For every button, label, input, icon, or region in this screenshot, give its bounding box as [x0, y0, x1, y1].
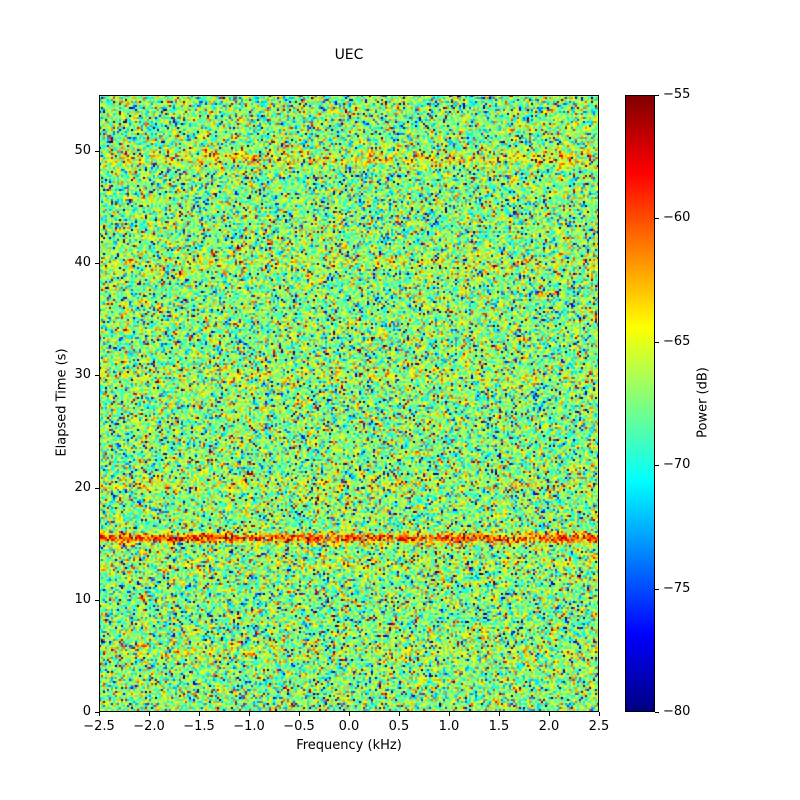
x-tick-mark — [249, 712, 250, 716]
colorbar-tick-mark — [655, 465, 659, 467]
colorbar-tick-label: −80 — [663, 704, 691, 719]
x-tick-mark — [149, 712, 150, 716]
colorbar-tick-label: −65 — [663, 333, 691, 349]
x-tick-label: 0.0 — [338, 719, 360, 734]
spectrogram-canvas — [99, 95, 599, 712]
y-tick-mark — [95, 599, 99, 601]
colorbar-label: Power (dB) — [695, 367, 711, 438]
colorbar-tick-label: −70 — [663, 457, 691, 473]
y-tick-mark — [95, 487, 99, 489]
x-tick-label: 2.0 — [538, 719, 560, 734]
y-axis-label: Elapsed Time (s) — [54, 348, 70, 457]
y-tick-label: 40 — [74, 255, 91, 271]
y-tick-mark — [95, 151, 99, 153]
colorbar-tick-label: −60 — [663, 210, 691, 226]
y-tick-label: 20 — [74, 479, 91, 495]
x-tick-mark — [199, 712, 200, 716]
x-tick-mark — [349, 712, 350, 716]
colorbar-tick-mark — [655, 712, 659, 713]
x-tick-label: 1.5 — [488, 719, 510, 734]
colorbar-tick-label: −55 — [663, 87, 691, 102]
x-tick-mark — [499, 712, 500, 716]
x-tick-label: −1.0 — [233, 719, 265, 734]
y-tick-mark — [95, 375, 99, 377]
colorbar-tick-mark — [655, 588, 659, 590]
x-tick-label: 0.5 — [388, 719, 410, 734]
x-tick-mark — [99, 712, 100, 716]
x-tick-label: 2.5 — [588, 719, 610, 734]
x-tick-label: 1.0 — [438, 719, 460, 734]
x-tick-label: −1.5 — [183, 719, 215, 734]
chart-title: UEC — [334, 47, 364, 63]
x-tick-mark — [399, 712, 400, 716]
y-tick-mark — [95, 712, 99, 713]
x-axis-label: Frequency (kHz) — [296, 738, 402, 753]
colorbar-tick-label: −75 — [663, 580, 691, 596]
x-tick-label: −2.5 — [83, 719, 115, 734]
y-tick-label: 0 — [82, 704, 91, 719]
colorbar-canvas — [625, 95, 655, 712]
y-tick-label: 30 — [74, 367, 91, 383]
y-tick-label: 50 — [74, 143, 91, 159]
x-tick-label: −2.0 — [133, 719, 165, 734]
y-tick-mark — [95, 263, 99, 265]
x-tick-label: −0.5 — [283, 719, 315, 734]
colorbar-tick-mark — [655, 341, 659, 343]
colorbar-tick-mark — [655, 218, 659, 220]
x-tick-mark — [599, 712, 600, 716]
x-tick-mark — [449, 712, 450, 716]
y-tick-label: 10 — [74, 591, 91, 607]
x-tick-mark — [299, 712, 300, 716]
colorbar-tick-mark — [655, 95, 659, 96]
x-tick-mark — [549, 712, 550, 716]
